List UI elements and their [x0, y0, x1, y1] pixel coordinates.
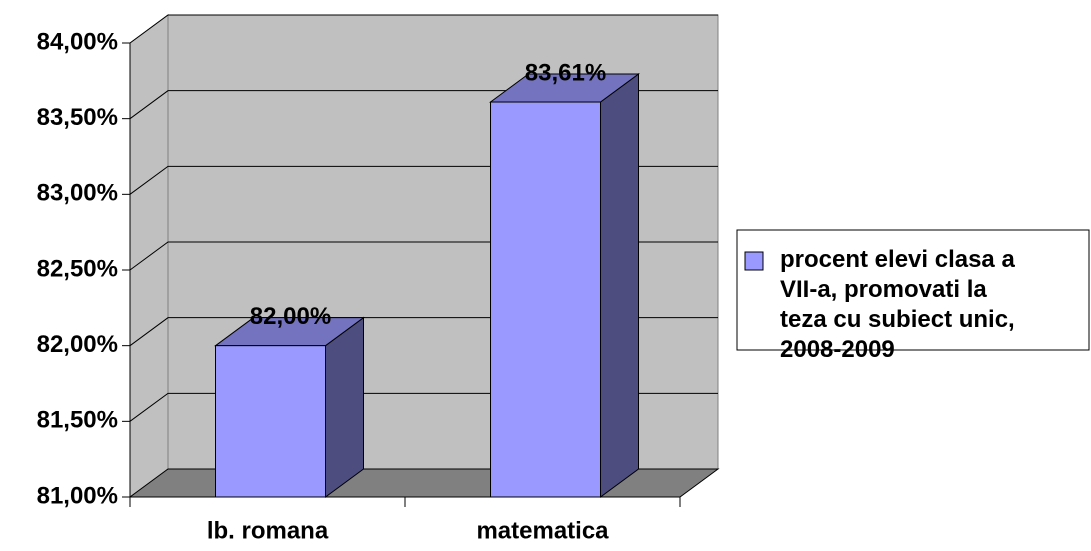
legend: procent elevi clasa a VII-a, promovati l… — [736, 229, 1090, 363]
y-tick-label: 82,00% — [37, 331, 118, 358]
y-tick-label: 82,50% — [37, 255, 118, 282]
legend-swatch — [744, 251, 764, 271]
legend-text-box: procent elevi clasa a VII-a, promovati l… — [780, 246, 1015, 363]
value-label: 82,00% — [250, 303, 331, 330]
y-tick-label: 83,50% — [37, 104, 118, 131]
legend-label: procent elevi clasa a VII-a, promovati l… — [780, 246, 1015, 363]
y-tick-label: 81,00% — [37, 482, 118, 509]
y-tick-label: 83,00% — [37, 180, 118, 207]
value-label: 83,61% — [525, 59, 606, 86]
bar-side — [325, 316, 364, 498]
bar — [490, 101, 601, 498]
bar-side — [600, 73, 639, 498]
y-tick-label: 84,00% — [37, 28, 118, 55]
x-tick-label: lb. romana — [207, 517, 329, 544]
y-tick-label: 81,50% — [37, 407, 118, 434]
bar — [215, 345, 326, 498]
x-tick-label: matematica — [476, 517, 609, 544]
grid-line — [129, 14, 718, 44]
legend-box — [736, 229, 1090, 351]
